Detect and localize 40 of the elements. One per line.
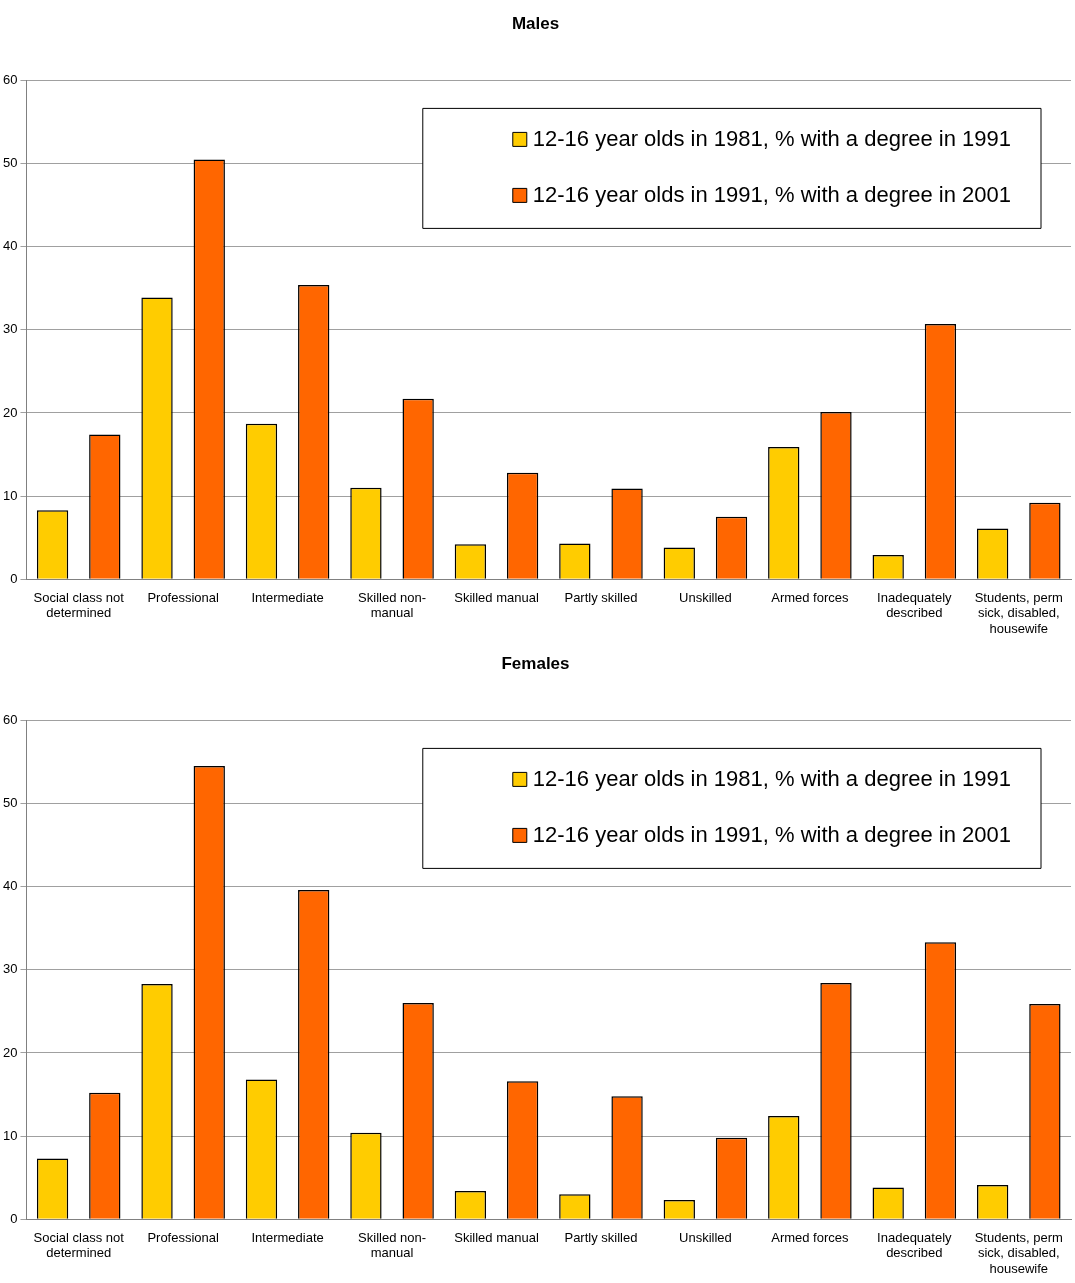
x-tick-label: Armed forces [771,589,850,605]
y-tick-label: 10 [2,487,18,503]
x-tick-label: Intermediate [251,1229,324,1245]
legend-label: 12-16 year olds in 1991, % with a degree in 2001 [532,182,1012,208]
x-tick-label: Professional [147,1229,220,1245]
y-tick-label: 30 [2,961,18,977]
x-tick-label: Social class not determined [33,589,125,621]
y-tick-label: 60 [2,711,18,727]
x-tick-label: Partly skilled [564,1229,638,1245]
x-tick-label: Partly skilled [564,589,638,605]
y-tick-label: 0 [10,1210,18,1226]
y-tick-label: 10 [2,1127,18,1143]
x-tick-label: Unskilled [679,589,732,605]
y-tick-label: 50 [2,795,18,811]
y-tick-label: 40 [2,878,18,894]
x-tick-label: Skilled non-manual [358,1229,427,1261]
x-tick-label: Students, perm sick, disabled, housewife [974,589,1063,636]
x-tick-label: Inadequately described [877,1229,953,1261]
y-tick-label: 50 [2,155,18,171]
x-tick-label: Inadequately described [877,589,953,621]
legend-label: 12-16 year olds in 1981, % with a degree in 1991 [532,126,1012,152]
x-tick-label: Social class not determined [33,1229,125,1261]
x-tick-label: Skilled non-manual [358,589,427,621]
y-tick-label: 0 [10,570,18,586]
y-tick-label: 20 [2,1044,18,1060]
legend-label: 12-16 year olds in 1981, % with a degree in 1991 [532,766,1012,792]
chart-title: Males [511,13,560,33]
x-tick-label: Skilled manual [454,589,539,605]
x-tick-label: Professional [147,589,220,605]
x-tick-label: Skilled manual [454,1229,539,1245]
chart-title: Females [501,653,570,673]
x-tick-label: Intermediate [251,589,324,605]
x-tick-label: Armed forces [771,1229,850,1245]
x-tick-label: Students, perm sick, disabled, housewife [974,1229,1063,1276]
y-tick-label: 40 [2,238,18,254]
y-tick-label: 30 [2,321,18,337]
y-tick-label: 20 [2,404,18,420]
x-tick-label: Unskilled [679,1229,732,1245]
y-tick-label: 60 [2,71,18,87]
legend-label: 12-16 year olds in 1991, % with a degree in 2001 [532,822,1012,848]
